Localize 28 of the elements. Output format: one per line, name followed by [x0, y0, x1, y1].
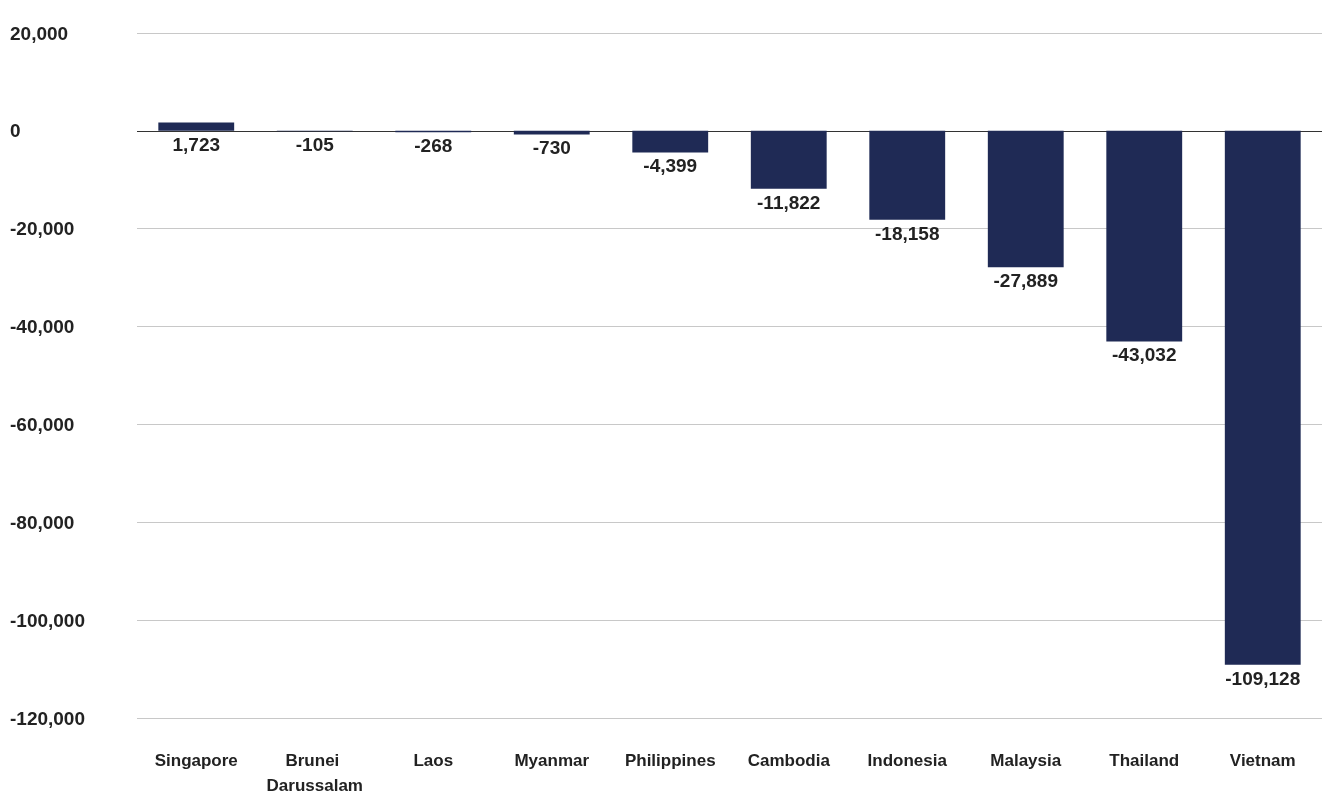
data-label: -27,889 — [993, 270, 1058, 292]
y-tick-label: -40,000 — [10, 316, 75, 338]
x-tick-label: Indonesia — [867, 751, 948, 770]
x-tick-label: Thailand — [1109, 751, 1180, 770]
data-label: -43,032 — [1112, 344, 1177, 366]
x-tick-label: Philippines — [624, 751, 716, 770]
x-tick-label: Singapore — [154, 751, 238, 770]
x-tick-label: Laos — [413, 751, 454, 770]
data-label: -109,128 — [1225, 667, 1301, 689]
x-tick-label: Myanmar — [514, 751, 590, 770]
data-label: -105 — [295, 134, 335, 156]
y-tick-label: -80,000 — [10, 511, 75, 533]
data-label: 1,723 — [172, 133, 221, 155]
data-label: -4,399 — [643, 155, 698, 177]
x-tick-label: Vietnam — [1229, 751, 1296, 770]
data-label: -730 — [532, 137, 571, 159]
x-tick-label: Malaysia — [990, 751, 1062, 770]
y-tick-label: 20,000 — [10, 22, 69, 44]
data-label: -18,158 — [875, 222, 940, 244]
y-tick-label: -120,000 — [10, 707, 86, 729]
data-label: -268 — [414, 135, 453, 157]
y-tick-label: -100,000 — [10, 609, 86, 631]
x-tick-label: Brunei Darussalam — [266, 751, 363, 795]
y-tick-label: -60,000 — [10, 413, 75, 435]
data-label: -11,822 — [757, 191, 821, 213]
x-tick-label: Cambodia — [747, 751, 831, 770]
y-tick-label: -20,000 — [10, 218, 75, 240]
y-tick-label: 0 — [10, 120, 21, 142]
